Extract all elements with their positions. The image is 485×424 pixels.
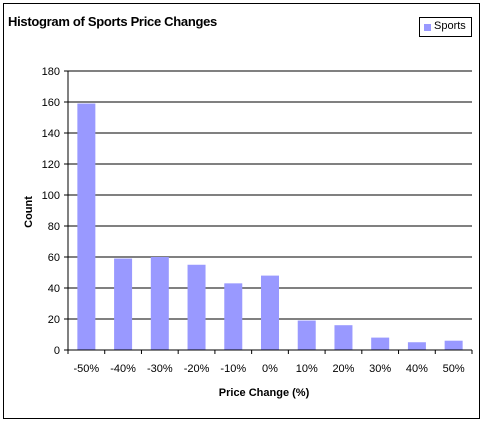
y-tick-label: 0 <box>54 345 60 357</box>
bar <box>407 342 426 350</box>
axes <box>64 70 473 354</box>
bar <box>150 257 169 350</box>
bar <box>187 264 206 350</box>
x-tick-label: 20% <box>332 363 354 375</box>
x-tick-label: 0% <box>262 363 278 375</box>
bar <box>444 340 463 350</box>
bar <box>297 320 316 350</box>
x-axis-title: Price Change (%) <box>219 387 310 399</box>
legend-swatch <box>424 24 431 31</box>
bar <box>334 325 353 350</box>
legend-label: Sports <box>434 20 466 32</box>
bar <box>114 258 133 350</box>
x-tick-label: -20% <box>184 363 210 375</box>
y-tick-label: 120 <box>42 159 60 171</box>
x-tick-label: 50% <box>443 363 465 375</box>
x-tick-label: -30% <box>147 363 173 375</box>
tick-labels: 0 20 40 60 80 100 120 140 160 180 -50% -40% -30% -20%… <box>42 66 465 375</box>
y-tick-label: 80 <box>48 221 60 233</box>
x-tick-label: 30% <box>369 363 391 375</box>
y-tick-label: 160 <box>42 97 60 109</box>
legend: Sports <box>419 17 472 37</box>
y-tick-label: 100 <box>42 190 60 202</box>
chart-title: Histogram of Sports Price Changes <box>8 14 217 29</box>
y-axis-title: Count <box>23 196 35 228</box>
y-tick-label: 40 <box>48 283 60 295</box>
y-tick-label: 20 <box>48 314 60 326</box>
y-tick-label: 140 <box>42 128 60 140</box>
x-tick-label: -10% <box>220 363 246 375</box>
bar <box>77 103 96 350</box>
bars <box>77 103 463 350</box>
bar <box>224 283 243 350</box>
x-tick-label: 10% <box>296 363 318 375</box>
x-tick-label: -40% <box>110 363 136 375</box>
bar <box>371 337 390 350</box>
y-tick-label: 180 <box>42 66 60 78</box>
bar <box>261 275 279 350</box>
y-tick-label: 60 <box>48 252 60 264</box>
x-tick-label: -50% <box>74 363 100 375</box>
x-tick-label: 40% <box>406 363 428 375</box>
